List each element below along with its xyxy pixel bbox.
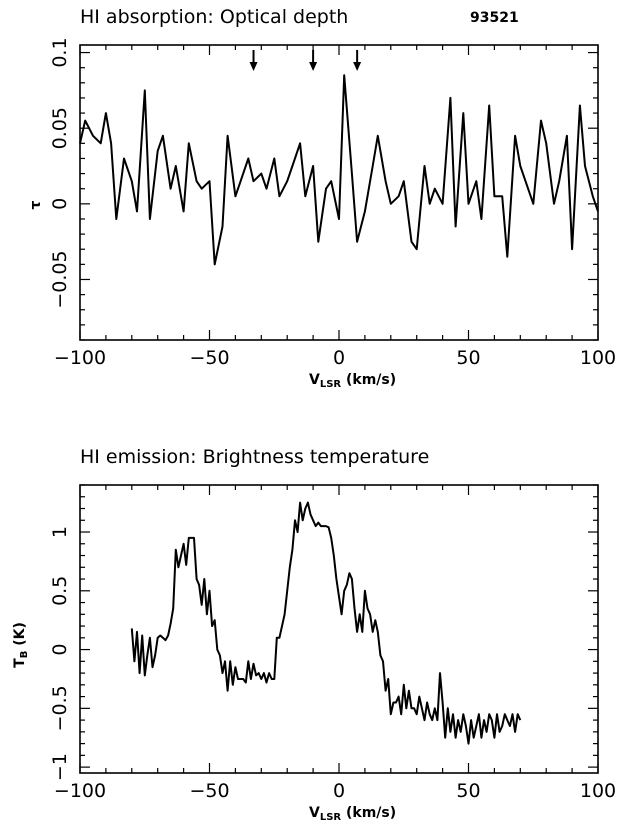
chart2-xtick-label: 50	[456, 780, 480, 802]
chart2-xlabel-sub: LSR	[320, 812, 342, 823]
chart2-xtick-label: 0	[333, 780, 345, 802]
chart2-ytick-label: −0.5	[49, 685, 71, 731]
chart2: −100 −50 0 50 100 −1 −0.5 0 0.5 1 VLSR (km/s) TB (K…	[12, 484, 616, 823]
chart1-xtick-label: 50	[456, 347, 480, 369]
chart2-ytick-label: 0	[49, 644, 71, 656]
chart1: −100 −50 0 50 100 −0.05 0 0.05 0.1 VLSR (km/s) τ	[28, 37, 616, 390]
chart2-series-line	[130, 501, 522, 745]
chart1-arrow-head	[353, 62, 362, 71]
chart1-arrow-head	[309, 62, 318, 71]
chart2-ytick-label: −1	[49, 753, 71, 781]
chart2-ylabel: TB (K)	[12, 622, 30, 668]
chart1-id-label: 93521	[470, 10, 519, 26]
chart1-series-line	[79, 74, 599, 266]
chart2-frame	[79, 484, 599, 774]
chart2-ylabel-unit: (K)	[12, 622, 28, 651]
chart1-xlabel-unit: (km/s)	[341, 372, 396, 388]
chart2-xlabel-unit: (km/s)	[341, 805, 396, 821]
chart1-xtick-label: −50	[189, 347, 229, 369]
chart2-xlabel: VLSR (km/s)	[309, 805, 396, 823]
chart1-ytick-label: −0.05	[49, 250, 71, 308]
chart2-ytick-label: 1	[49, 526, 71, 538]
chart1-xlabel-sub: LSR	[320, 379, 342, 390]
chart1-arrow-head	[249, 62, 258, 71]
chart1-ytick-label: 0.05	[49, 107, 71, 149]
chart2-xtick-label: −100	[54, 780, 106, 802]
chart2-xtick-label: 100	[580, 780, 616, 802]
chart1-xtick-label: 0	[333, 347, 345, 369]
chart1-ytick-label: 0	[49, 198, 71, 210]
chart1-ylabel: τ	[28, 200, 44, 209]
chart2-ytick-label: 0.5	[49, 576, 71, 606]
chart1-title: HI absorption: Optical depth	[80, 6, 349, 28]
chart1-xtick-label: 100	[580, 347, 616, 369]
chart1-xlabel: VLSR (km/s)	[309, 372, 396, 390]
chart1-xtick-label: −100	[54, 347, 106, 369]
chart2-ylabel-sub: B	[19, 651, 30, 659]
chart2-xtick-label: −50	[189, 780, 229, 802]
chart1-ytick-label: 0.1	[49, 37, 71, 67]
chart2-title: HI emission: Brightness temperature	[80, 446, 430, 468]
